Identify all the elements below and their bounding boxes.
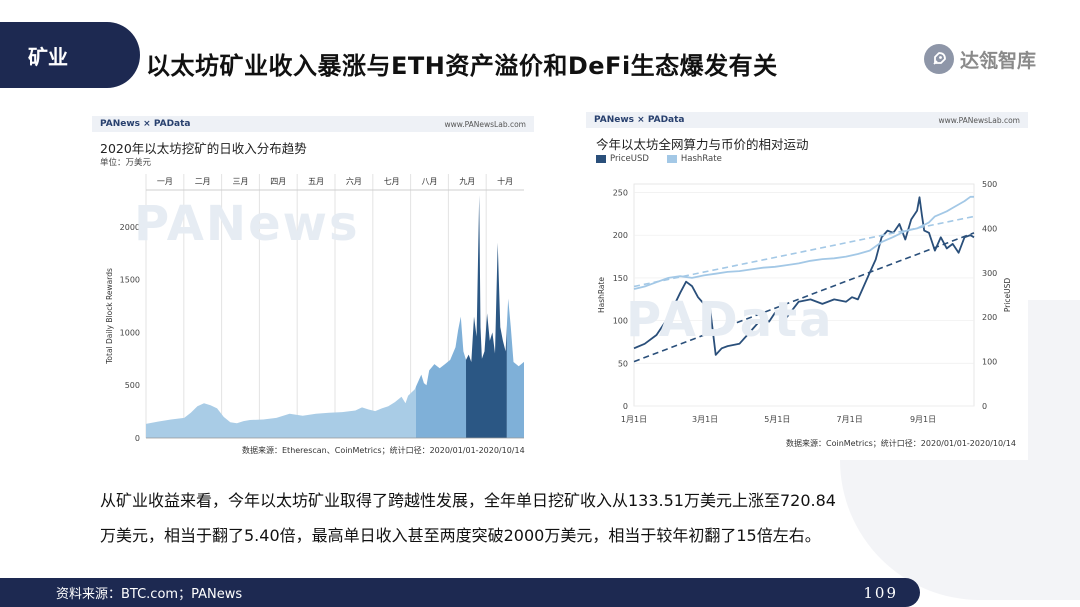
- month-label: 一月: [157, 177, 173, 186]
- revenue-area-segment: [416, 316, 467, 438]
- legend-item-hashrate: HashRate: [666, 154, 722, 164]
- chart-source-url: www.PANewsLab.com: [938, 115, 1020, 125]
- y-tick-label-right: 200: [982, 313, 997, 322]
- page-number: 109: [863, 583, 898, 602]
- legend-swatch-price: [596, 155, 606, 163]
- hashrate-price-chart: PANews × PAData www.PANewsLab.com 今年以太坊全…: [586, 112, 1028, 460]
- chart-source-url: www.PANewsLab.com: [444, 119, 526, 129]
- hashrate-price-line-chart: 0 50 100 150 200 250 0 100 200 300 400 500 1月1日 3月1日 5…: [597, 180, 1012, 424]
- month-label: 四月: [270, 177, 286, 186]
- y-tick-label-right: 500: [982, 180, 997, 189]
- y-axis-label-left: HashRate: [597, 277, 606, 313]
- series-line-hashrate: [633, 195, 974, 290]
- month-label: 十月: [497, 176, 513, 186]
- y-tick-label: 500: [125, 381, 140, 390]
- y-axis-label-right: PriceUSD: [1003, 278, 1012, 313]
- rocket-icon: [923, 44, 954, 74]
- legend-label-price: PriceUSD: [610, 154, 649, 164]
- legend-label-hashrate: HashRate: [680, 154, 722, 164]
- y-tick-label-left: 250: [613, 189, 628, 198]
- legend-swatch-hashrate: [666, 155, 677, 163]
- footer-source: 资料来源：BTC.com；PANews: [56, 587, 243, 602]
- y-tick-label-left: 100: [613, 317, 628, 326]
- section-tab: 矿业: [0, 22, 140, 88]
- y-tick-label-right: 0: [982, 402, 987, 411]
- chart-unit: 单位：万美元: [100, 158, 152, 168]
- y-tick-label-left: 200: [613, 231, 628, 240]
- month-label: 七月: [384, 177, 400, 186]
- chart-source-note: 数据来源：CoinMetrics；统计口径：2020/01/01-2020/10…: [786, 439, 1016, 448]
- y-tick-label-left: 50: [618, 359, 628, 368]
- footer-bar: 资料来源：BTC.com；PANews 109: [0, 578, 920, 607]
- y-tick-label: 2000: [120, 223, 140, 232]
- legend-item-price: PriceUSD: [596, 154, 649, 164]
- revenue-area-chart: 一月 二月 三月 四月 五月 六月 七月 八月 九月 十月 0 500 1000 1500 2000 Tota…: [105, 174, 524, 443]
- chart-topbar: PANews × PAData www.PANewsLab.com: [92, 116, 534, 132]
- revenue-area-segment: [506, 298, 524, 438]
- month-label: 六月: [346, 176, 362, 186]
- month-label: 二月: [195, 177, 211, 186]
- month-label: 九月: [459, 177, 475, 186]
- chart-source-note: 数据来源：Etherescan、CoinMetrics；统计口径：2020/01…: [242, 446, 525, 455]
- x-tick-label: 7月1日: [837, 415, 863, 424]
- y-tick-label-right: 100: [982, 358, 997, 367]
- y-axis-label: Total Daily Block Rewards: [105, 268, 114, 365]
- y-tick-label: 0: [135, 434, 140, 443]
- brand-logo: 达瓴智库: [923, 44, 1036, 74]
- x-tick-label: 3月1日: [692, 415, 718, 424]
- body-line-1: 从矿业收益来看，今年以太坊矿业取得了跨越性发展，全年单日挖矿收入从133.51万…: [100, 491, 836, 510]
- revenue-area-segment: [466, 195, 507, 438]
- trendline-hashrate: [633, 215, 975, 288]
- page-title: 以太坊矿业收入暴涨与ETH资产溢价和DeFi生态爆发有关: [146, 52, 778, 80]
- chart-title: 今年以太坊全网算力与币价的相对运动: [596, 137, 809, 152]
- month-label: 五月: [308, 177, 324, 186]
- section-tab-label: 矿业: [28, 44, 68, 69]
- body-paragraph: 从矿业收益来看，今年以太坊矿业取得了跨越性发展，全年单日挖矿收入从133.51万…: [100, 483, 950, 553]
- chart-source-logos: PANews × PAData: [100, 119, 191, 129]
- month-label: 三月: [233, 177, 249, 186]
- x-tick-label: 1月1日: [621, 415, 647, 424]
- chart-title: 2020年以太坊挖矿的日收入分布趋势: [100, 141, 307, 156]
- chart-topbar: PANews × PAData www.PANewsLab.com: [586, 112, 1028, 128]
- mining-revenue-chart: PANews × PAData www.PANewsLab.com 2020年以…: [92, 116, 534, 460]
- series-line-priceusd: [633, 196, 975, 356]
- chart-source-logos: PANews × PAData: [594, 115, 685, 125]
- y-tick-label-left: 150: [613, 274, 628, 283]
- brand-name: 达瓴智库: [959, 49, 1036, 72]
- x-tick-label: 5月1日: [764, 415, 790, 424]
- trendline-priceusd: [633, 232, 975, 363]
- y-tick-label-left: 0: [623, 402, 628, 411]
- month-label: 八月: [422, 177, 438, 186]
- y-tick-label-right: 400: [982, 224, 997, 233]
- y-tick-label: 1500: [120, 276, 140, 285]
- revenue-area-segment: [146, 386, 416, 438]
- chart-legend: PriceUSD HashRate: [596, 154, 722, 164]
- body-line-2: 万美元，相当于翻了5.40倍，最高单日收入甚至两度突破2000万美元，相当于较年…: [100, 526, 821, 545]
- y-tick-label: 1000: [120, 328, 140, 337]
- y-tick-label-right: 300: [982, 269, 997, 278]
- x-tick-label: 9月1日: [910, 415, 936, 424]
